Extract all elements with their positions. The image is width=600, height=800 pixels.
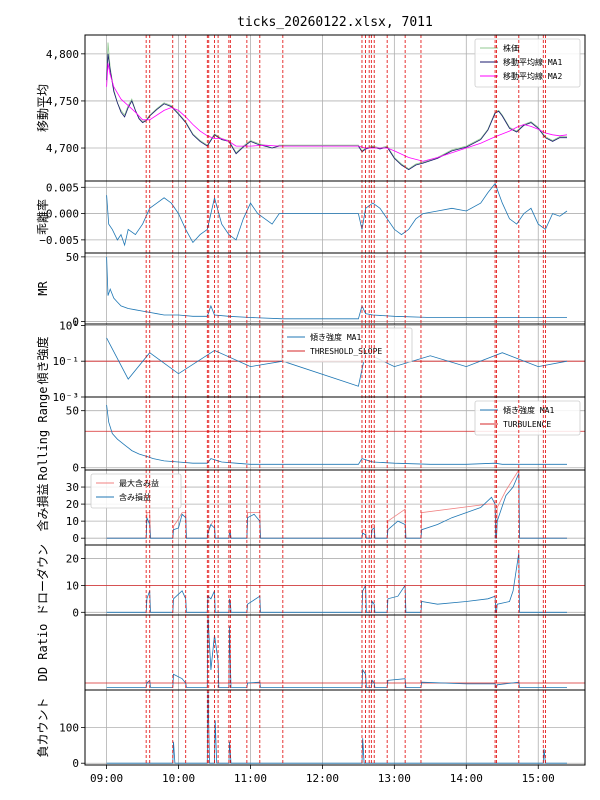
- y-axis-label-mr: MR: [36, 281, 50, 296]
- panel-ddratio: DD Ratio: [36, 615, 585, 690]
- x-tick-label: 09:00: [90, 772, 123, 785]
- y-tick-label: 0: [72, 606, 79, 619]
- chart-title: ticks_20260122.xlsx, 7011: [237, 15, 433, 30]
- y-tick-label: 0: [72, 532, 79, 545]
- y-tick-label: 4,750: [46, 95, 79, 108]
- y-axis-label-price: 移動平均: [36, 84, 50, 132]
- legend-slope: 傾き強度 MA1 THRESHOLD_SLOPE: [281, 327, 413, 363]
- y-tick-label: 20: [66, 498, 79, 511]
- y-tick-label: −0.005: [39, 234, 79, 247]
- panel-frame-losscount: [84, 689, 586, 766]
- y-tick-label: 4,700: [46, 142, 79, 155]
- legend-entry: 移動平均線 MA2: [503, 71, 562, 81]
- legend-box: [474, 400, 581, 436]
- legend-entry: 株価: [503, 43, 519, 53]
- y-axis-label-deviation: 乖離率: [35, 199, 50, 235]
- y-tick-label: 0.000: [46, 208, 79, 221]
- series-line-price-1: [106, 53, 567, 171]
- y-axis-label-ddratio: DD Ratio: [36, 624, 50, 682]
- y-axis-label-losscount: 負カウント: [36, 697, 50, 757]
- legend-box: [281, 327, 413, 363]
- panel-deviation: −0.005 0.000 0.005 乖離率: [35, 181, 585, 253]
- x-tick-label: 10:00: [162, 772, 195, 785]
- panel-slope: 10⁻³ 10⁻¹ 10¹ 傾き強度 傾き強度 MA1 THRESHOLD_SLOPE: [35, 319, 585, 404]
- event-lines-layer: [145, 35, 546, 765]
- series-line-price-0: [106, 42, 567, 170]
- panel-drawdown: 0 10 20 ドローダウン: [35, 544, 585, 619]
- y-axis-label-range: Rolling Range: [36, 387, 50, 481]
- frames-layer: [84, 34, 586, 766]
- panel-range: 0 50 Rolling Range 傾き強度 MA1 TURBULENCE: [36, 387, 585, 481]
- series-line-deviation-0: [106, 182, 568, 247]
- y-tick-label: 4,800: [46, 48, 79, 61]
- y-tick-label: 10⁻³: [53, 391, 80, 404]
- x-axis: 09:00 10:00 11:00 12:00 13:00 14:00 15:00: [90, 765, 555, 785]
- y-tick-label: 20: [66, 552, 79, 565]
- legend-entry: TURBULENCE: [503, 420, 551, 429]
- y-tick-label: 0.005: [46, 181, 79, 194]
- series-line-price-2: [106, 63, 568, 162]
- x-tick-label: 12:00: [306, 772, 339, 785]
- y-tick-label: 50: [66, 405, 79, 418]
- y-tick-label: 10: [66, 579, 79, 592]
- x-tick-label: 11:00: [234, 772, 267, 785]
- legend-entry: 傾き強度 MA1: [310, 332, 361, 342]
- y-axis-label-slope: 傾き強度: [35, 336, 50, 384]
- series-line-slope-0: [106, 337, 568, 387]
- legend-range: 傾き強度 MA1 TURBULENCE: [474, 400, 581, 436]
- legend-entry: 傾き強度 MA1: [503, 405, 554, 415]
- legend-entry: 最大含み益: [119, 478, 159, 488]
- y-tick-label: 10⁻¹: [53, 355, 80, 368]
- y-axis-label-drawdown: ドローダウン: [35, 544, 50, 616]
- panel-losscount: 0 100 負カウント: [36, 690, 585, 770]
- y-tick-label: 0: [72, 757, 79, 770]
- y-tick-label: 30: [66, 481, 79, 494]
- y-tick-label: 0: [72, 462, 79, 475]
- series-line-range-0: [106, 404, 567, 465]
- x-tick-label: 15:00: [522, 772, 555, 785]
- y-tick-label: 10¹: [59, 319, 79, 332]
- y-tick-label: 10: [66, 515, 79, 528]
- series-line-drawdown-0: [106, 553, 567, 613]
- legend-entry: 移動平均線 MA1: [503, 57, 562, 67]
- legend-entry: THRESHOLD_SLOPE: [310, 347, 382, 356]
- y-axis-label-unrealized: 含み損益: [35, 483, 50, 531]
- y-tick-label: 0: [72, 315, 79, 328]
- x-tick-label: 14:00: [450, 772, 483, 785]
- y-tick-label: 50: [66, 251, 79, 264]
- legend-box: [474, 38, 581, 88]
- x-tick-label: 13:00: [378, 772, 411, 785]
- y-tick-label: 100: [59, 722, 79, 735]
- series-line-ddratio-0: [106, 617, 567, 688]
- legend-entry: 含み損益: [119, 492, 151, 502]
- series-line-losscount-0: [106, 691, 567, 764]
